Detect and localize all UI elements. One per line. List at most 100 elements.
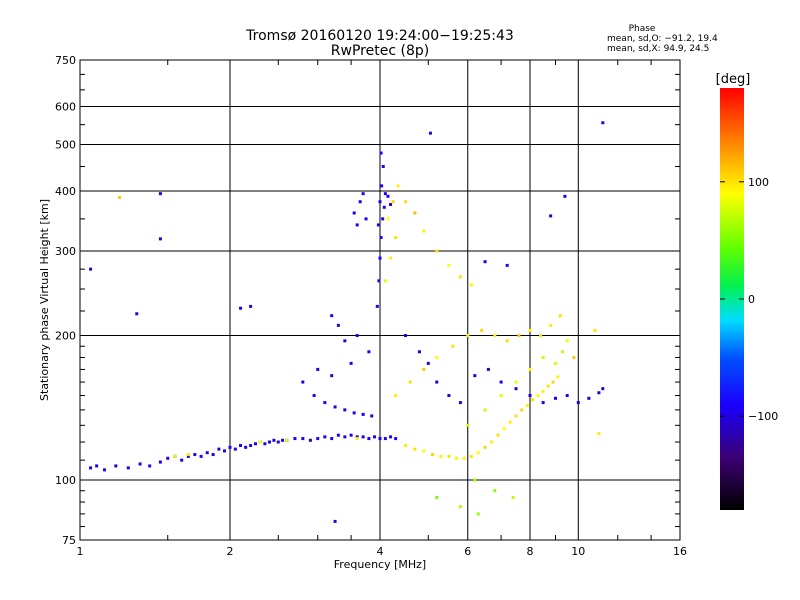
o-mode-point (473, 374, 477, 378)
o-mode-point (601, 121, 605, 125)
x-mode-point (355, 437, 359, 441)
o-mode-point (330, 437, 334, 441)
o-mode-point (89, 466, 93, 470)
o-mode-point (312, 394, 316, 398)
o-mode-point (180, 458, 184, 462)
o-mode-point (166, 456, 170, 460)
x-mode-point (422, 229, 426, 233)
data-points (89, 121, 605, 523)
x-mode-point (258, 440, 262, 444)
o-mode-point (352, 411, 356, 415)
o-mode-point (370, 414, 374, 418)
x-tick-label: 4 (377, 545, 384, 558)
y-tick-label: 100 (55, 474, 76, 487)
o-mode-point (417, 350, 421, 354)
axis-ticks: 1 2 4 6 8 10 16 75 100 200 300 400 500 600 750 (55, 54, 687, 558)
x-tick-label: 8 (527, 545, 534, 558)
o-mode-point (378, 200, 382, 204)
o-mode-point (323, 435, 327, 439)
o-mode-point (379, 236, 383, 240)
x-mode-point (435, 355, 439, 359)
o-mode-point (158, 192, 162, 196)
o-mode-point (386, 194, 390, 198)
o-mode-point (389, 435, 393, 439)
o-mode-point (114, 464, 118, 468)
o-mode-point (343, 435, 347, 439)
x-tick-label: 16 (673, 545, 687, 558)
x-mode-point (435, 495, 439, 499)
x-tick-label: 2 (227, 545, 234, 558)
x-mode-point (439, 454, 443, 458)
colorbar-ticks: 100 0 −100 (720, 176, 778, 423)
x-mode-point (493, 489, 497, 493)
o-mode-point (330, 374, 334, 378)
x-mode-point (541, 389, 545, 393)
y-tick-label: 500 (55, 139, 76, 152)
o-mode-point (267, 440, 271, 444)
o-mode-point (361, 192, 365, 196)
x-mode-point (508, 420, 512, 424)
o-mode-point (597, 391, 601, 395)
o-mode-point (483, 260, 487, 264)
o-mode-point (378, 256, 382, 260)
x-mode-point (502, 427, 506, 431)
x-mode-point (285, 438, 289, 442)
x-mode-point (520, 408, 524, 412)
x-mode-point (451, 344, 455, 348)
colorbar-tick-label: −100 (748, 410, 778, 423)
o-mode-point (343, 408, 347, 412)
x-mode-point (422, 449, 426, 453)
x-mode-point (539, 334, 543, 338)
o-mode-point (355, 435, 359, 439)
grid-lines (80, 60, 680, 540)
o-mode-point (301, 437, 305, 441)
o-mode-point (138, 462, 142, 466)
o-mode-point (293, 437, 297, 441)
o-mode-point (249, 444, 253, 448)
o-mode-point (355, 223, 359, 227)
o-mode-point (352, 211, 356, 215)
o-mode-point (505, 263, 509, 267)
x-mode-point (466, 423, 470, 427)
y-tick-label: 75 (62, 534, 76, 547)
o-mode-point (336, 433, 340, 437)
o-mode-point (394, 437, 398, 441)
x-mode-point (561, 350, 565, 354)
x-mode-point (117, 195, 121, 199)
o-mode-point (383, 192, 387, 196)
x-mode-point (466, 334, 470, 338)
o-mode-point (528, 394, 532, 398)
o-mode-point (380, 184, 384, 188)
x-mode-point (396, 184, 400, 188)
o-mode-point (403, 334, 407, 338)
colorbar-label: [deg] (716, 72, 751, 87)
x-mode-point (531, 398, 535, 402)
x-mode-point (483, 445, 487, 449)
x-mode-point (536, 394, 540, 398)
x-mode-point (435, 249, 439, 253)
o-mode-point (553, 396, 557, 400)
o-mode-point (373, 435, 377, 439)
o-mode-point (343, 339, 347, 343)
x-mode-point (505, 339, 509, 343)
o-mode-point (541, 401, 545, 405)
o-mode-point (336, 323, 340, 327)
o-mode-point (382, 205, 386, 209)
x-mode-point (473, 478, 477, 482)
o-mode-point (458, 401, 462, 405)
x-tick-label: 1 (77, 545, 84, 558)
x-mode-point (565, 339, 569, 343)
o-mode-point (576, 401, 580, 405)
o-mode-point (205, 451, 209, 455)
y-axis-label: Stationary phase Virtual Height [km] (38, 199, 51, 401)
o-mode-point (244, 445, 248, 449)
o-mode-point (435, 380, 439, 384)
y-tick-label: 300 (55, 245, 76, 258)
o-mode-point (135, 312, 139, 316)
x-mode-point (483, 408, 487, 412)
o-mode-point (95, 464, 99, 468)
x-mode-point (447, 263, 451, 267)
x-mode-point (490, 440, 494, 444)
o-mode-point (276, 440, 280, 444)
o-mode-point (355, 334, 359, 338)
